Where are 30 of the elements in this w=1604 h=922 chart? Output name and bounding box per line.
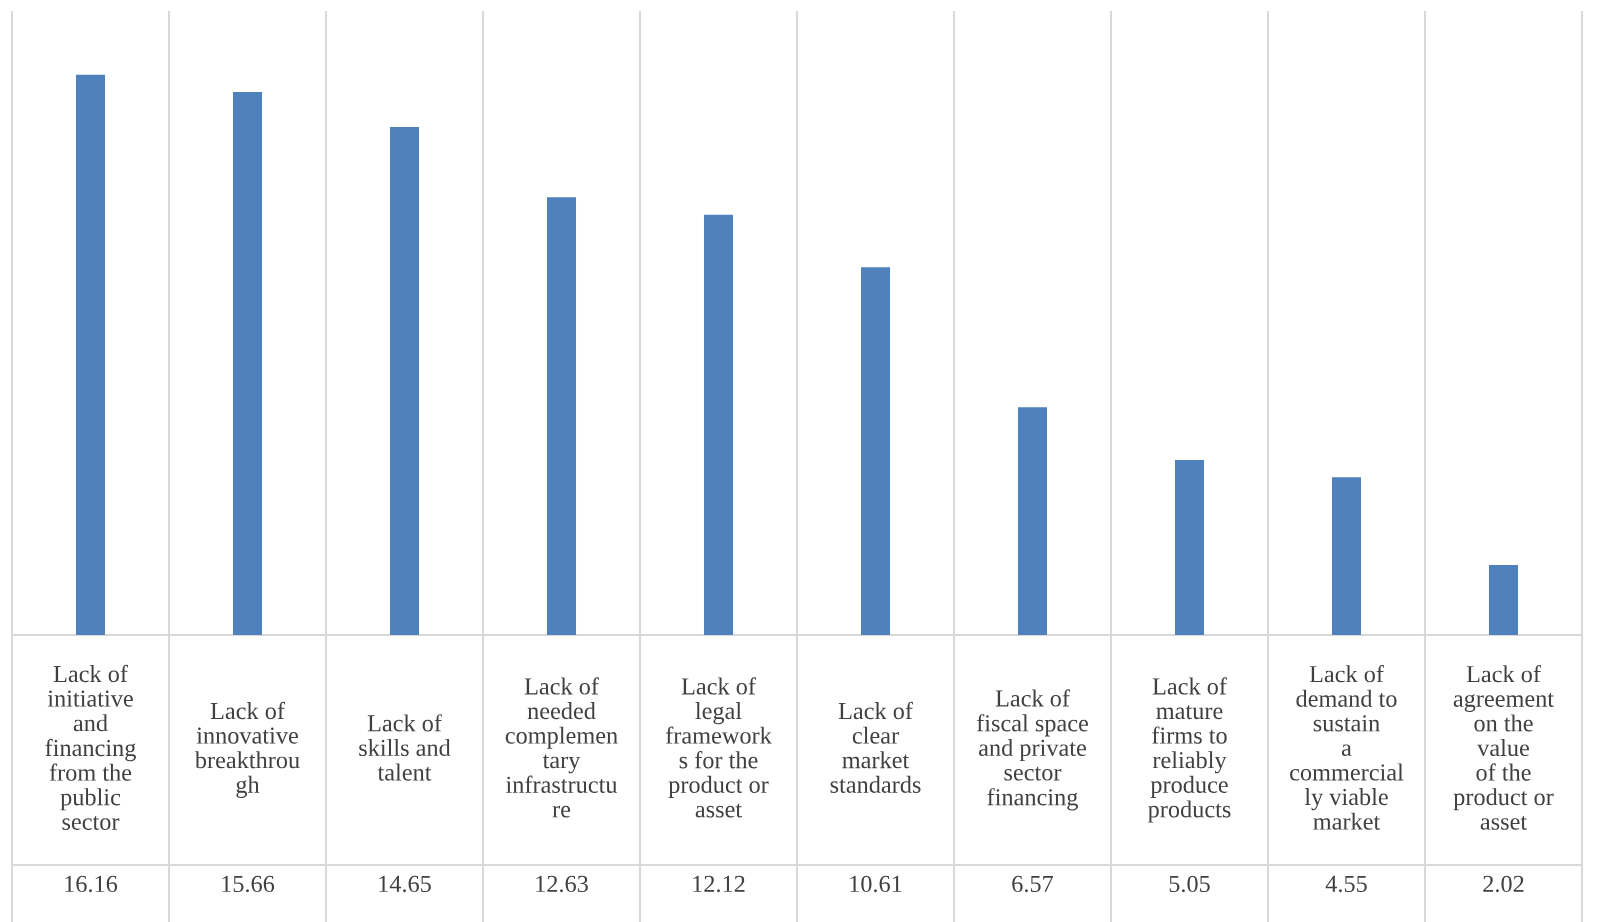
- data-label: 14.65: [379, 875, 431, 893]
- bar: [1017, 407, 1048, 635]
- data-label: 4.55: [1325, 875, 1367, 893]
- x-tick-label: Lack of agreement on the value of the product or asset: [1453, 664, 1554, 830]
- bar: [75, 74, 106, 635]
- bar: [860, 267, 891, 635]
- bar: [1174, 459, 1205, 635]
- data-label: 15.66: [222, 875, 275, 893]
- data-label: 2.02: [1483, 875, 1524, 893]
- x-tick-label: Lack of fiscal space and private sector financing: [976, 689, 1088, 811]
- data-label: 16.16: [65, 875, 118, 893]
- x-tick-label: Lack of demand to sustain a commercial ly viable market: [1290, 664, 1404, 830]
- bar: [546, 197, 577, 635]
- x-tick-label: Lack of clear market standards: [830, 701, 921, 793]
- x-tick-label: Lack of legal framework s for the product or asset: [665, 677, 772, 818]
- bar: [703, 214, 734, 635]
- x-tick-label: Lack of mature firms to reliably produce products: [1148, 677, 1231, 823]
- data-label: 10.61: [850, 875, 902, 893]
- bar: [232, 92, 263, 635]
- bar: [389, 127, 420, 635]
- bar: [1488, 564, 1519, 635]
- x-tick-label: Lack of innovative breakthrou gh: [194, 701, 300, 798]
- data-label: 12.12: [693, 875, 745, 893]
- x-tick-label: Lack of skills and talent: [359, 714, 451, 781]
- x-tick-label: Lack of needed complemen tary infrastructu re: [505, 677, 618, 818]
- data-label: 12.63: [536, 875, 588, 893]
- data-label: 5.05: [1169, 875, 1210, 893]
- x-tick-label: Lack of initiative and financing from the public sector: [45, 664, 136, 830]
- bar: [1331, 477, 1362, 635]
- data-label: 6.57: [1012, 875, 1054, 893]
